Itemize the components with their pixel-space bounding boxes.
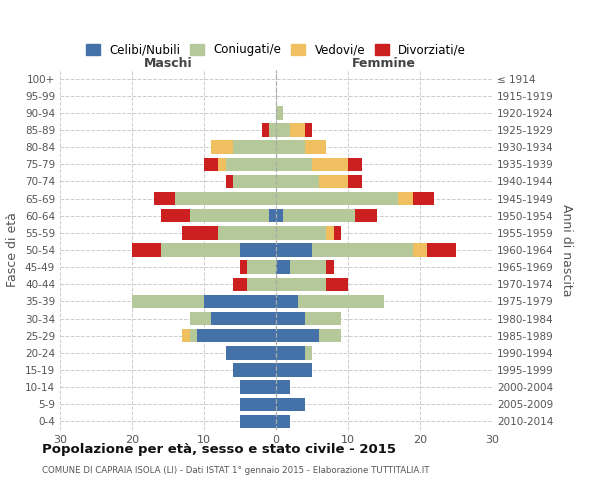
Text: COMUNE DI CAPRAIA ISOLA (LI) - Dati ISTAT 1° gennaio 2015 - Elaborazione TUTTITA: COMUNE DI CAPRAIA ISOLA (LI) - Dati ISTA…: [42, 466, 430, 475]
Bar: [161, 209, 190, 222]
Bar: [240, 260, 247, 274]
Bar: [312, 244, 413, 256]
Bar: [413, 192, 434, 205]
Bar: [182, 226, 218, 239]
Bar: [413, 244, 427, 256]
Bar: [276, 260, 290, 274]
Bar: [226, 174, 233, 188]
Bar: [190, 209, 269, 222]
Bar: [276, 192, 398, 205]
Y-axis label: Anni di nascita: Anni di nascita: [560, 204, 573, 296]
Text: Maschi: Maschi: [143, 57, 193, 70]
Bar: [276, 346, 305, 360]
Bar: [226, 158, 276, 171]
Bar: [247, 278, 276, 291]
Bar: [240, 414, 276, 428]
Bar: [305, 312, 341, 326]
Bar: [276, 174, 319, 188]
Bar: [204, 294, 276, 308]
Bar: [355, 209, 377, 222]
Bar: [154, 192, 175, 205]
Bar: [276, 414, 290, 428]
Bar: [247, 260, 276, 274]
Bar: [290, 124, 305, 136]
Bar: [305, 124, 312, 136]
Bar: [262, 124, 269, 136]
Bar: [319, 329, 341, 342]
Bar: [132, 244, 161, 256]
Bar: [233, 140, 276, 154]
Bar: [276, 380, 290, 394]
Bar: [276, 140, 305, 154]
Bar: [276, 106, 283, 120]
Bar: [276, 329, 319, 342]
Bar: [175, 192, 276, 205]
Bar: [211, 140, 233, 154]
Legend: Celibi/Nubili, Coniugati/e, Vedovi/e, Divorziati/e: Celibi/Nubili, Coniugati/e, Vedovi/e, Di…: [82, 40, 470, 60]
Bar: [334, 226, 341, 239]
Bar: [233, 278, 247, 291]
Bar: [348, 174, 362, 188]
Bar: [326, 278, 348, 291]
Bar: [283, 209, 355, 222]
Bar: [348, 158, 362, 171]
Bar: [427, 244, 456, 256]
Bar: [276, 364, 312, 376]
Bar: [276, 278, 326, 291]
Bar: [312, 158, 348, 171]
Bar: [305, 140, 326, 154]
Bar: [276, 226, 326, 239]
Bar: [132, 294, 204, 308]
Bar: [233, 364, 276, 376]
Text: Femmine: Femmine: [352, 57, 416, 70]
Bar: [305, 346, 312, 360]
Bar: [319, 174, 348, 188]
Bar: [240, 398, 276, 411]
Bar: [218, 158, 226, 171]
Bar: [276, 124, 290, 136]
Bar: [276, 158, 312, 171]
Bar: [240, 380, 276, 394]
Bar: [276, 398, 305, 411]
Bar: [276, 294, 298, 308]
Bar: [398, 192, 413, 205]
Bar: [211, 312, 276, 326]
Bar: [218, 226, 276, 239]
Bar: [276, 312, 305, 326]
Bar: [276, 244, 312, 256]
Bar: [240, 244, 276, 256]
Bar: [276, 209, 283, 222]
Bar: [190, 329, 197, 342]
Bar: [326, 226, 334, 239]
Y-axis label: Fasce di età: Fasce di età: [7, 212, 19, 288]
Bar: [204, 158, 218, 171]
Bar: [298, 294, 384, 308]
Bar: [269, 209, 276, 222]
Bar: [326, 260, 334, 274]
Bar: [197, 329, 276, 342]
Bar: [226, 346, 276, 360]
Bar: [161, 244, 240, 256]
Bar: [190, 312, 211, 326]
Text: Popolazione per età, sesso e stato civile - 2015: Popolazione per età, sesso e stato civil…: [42, 442, 396, 456]
Bar: [290, 260, 326, 274]
Bar: [269, 124, 276, 136]
Bar: [233, 174, 276, 188]
Bar: [182, 329, 190, 342]
